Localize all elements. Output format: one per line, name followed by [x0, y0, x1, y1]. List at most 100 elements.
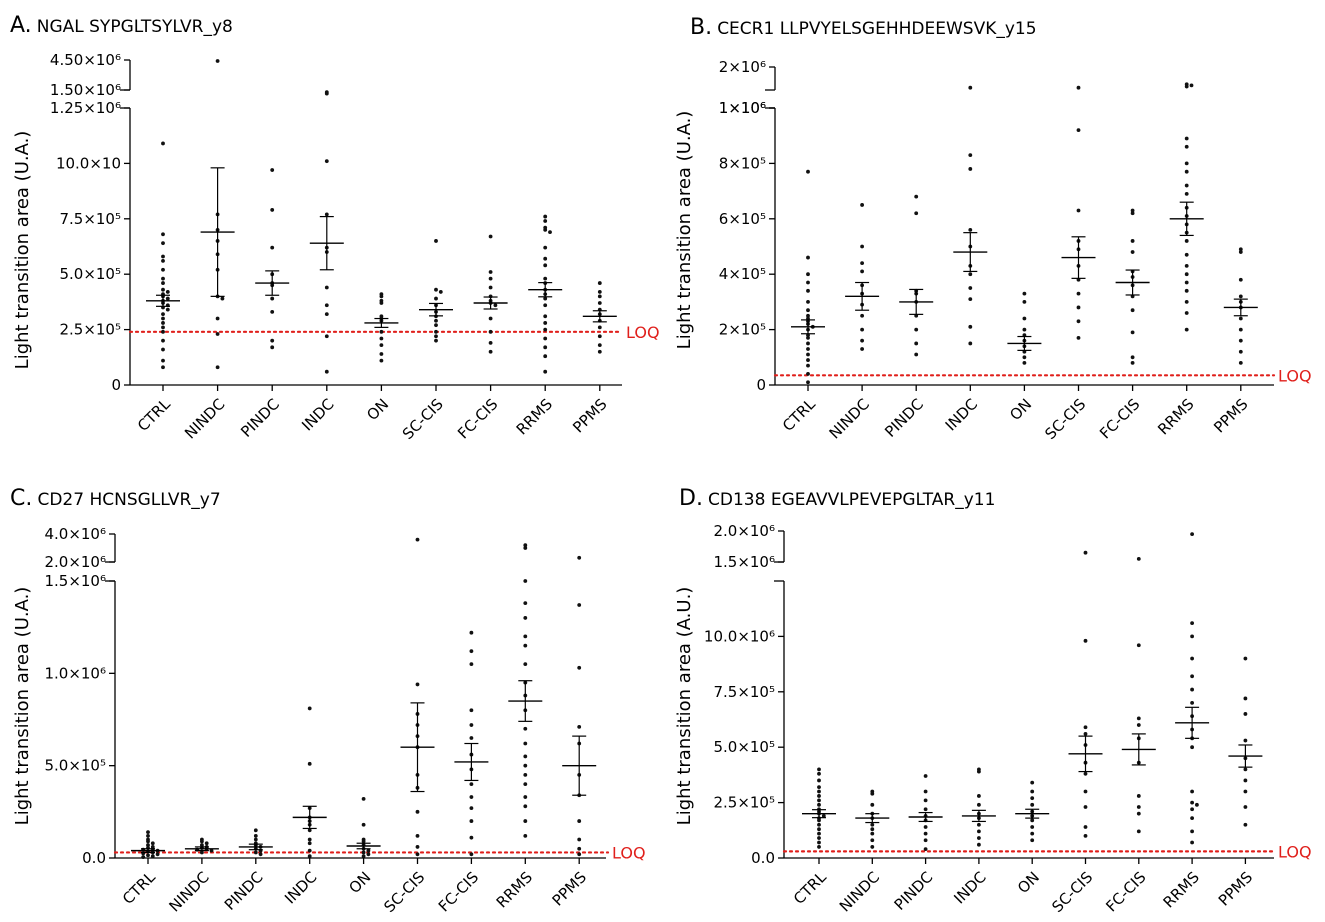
data-point	[415, 809, 420, 814]
data-point	[324, 334, 329, 339]
data-point	[324, 212, 329, 217]
x-tick-label: INDC	[950, 868, 989, 907]
data-point	[1076, 85, 1081, 90]
y-tick-label: 1.0×10⁶	[44, 664, 106, 682]
data-point	[806, 380, 810, 385]
data-point	[253, 833, 258, 838]
data-point	[817, 767, 821, 772]
data-point	[488, 340, 493, 345]
data-point	[1243, 738, 1248, 743]
y-tick-label: 8×10⁵	[719, 154, 766, 172]
data-point	[1243, 767, 1248, 772]
data-point	[548, 230, 552, 234]
data-point	[1076, 128, 1081, 133]
data-point	[1130, 360, 1135, 365]
data-point	[1190, 700, 1194, 705]
data-point	[146, 833, 150, 838]
data-point	[923, 774, 928, 778]
data-point	[806, 300, 810, 304]
data-point	[914, 211, 919, 216]
data-point	[253, 837, 258, 842]
data-point	[1190, 674, 1194, 679]
data-point	[324, 159, 329, 164]
data-point	[1190, 840, 1194, 845]
data-point	[977, 822, 981, 827]
data-point	[1083, 825, 1088, 829]
data-point	[1022, 291, 1027, 296]
data-point	[914, 194, 919, 199]
x-tick-label: PINDC	[881, 395, 927, 441]
y-tick-label: 5.0×10⁵	[59, 265, 121, 283]
data-point	[1136, 794, 1141, 798]
data-point	[434, 296, 438, 301]
data-point	[379, 358, 384, 363]
data-point	[977, 842, 981, 847]
data-point	[361, 850, 366, 855]
data-point	[415, 833, 420, 838]
data-point	[161, 281, 165, 285]
data-point	[1083, 725, 1088, 730]
x-tick-label: CTRL	[134, 395, 174, 435]
data-point	[968, 297, 973, 302]
data-point	[1184, 263, 1189, 268]
chart-panel-c: C. CD27 HCNSGLLVR_y7 0.0 5.0×10⁵ 1.0×10⁶ 1.…	[0, 461, 662, 922]
data-point	[806, 288, 810, 293]
x-tick-label: NINDC	[165, 868, 212, 915]
data-point	[469, 630, 474, 635]
data-point	[215, 316, 220, 321]
data-point	[1189, 83, 1194, 88]
data-point	[161, 254, 165, 259]
x-tick-label: PPMS	[1210, 395, 1251, 436]
data-point	[968, 272, 973, 277]
panel-letter: D.	[679, 486, 703, 511]
data-point	[1238, 360, 1243, 365]
x-tick-label: PPMS	[549, 868, 590, 909]
data-point	[543, 327, 548, 332]
data-point	[543, 227, 548, 232]
data-point	[923, 847, 928, 852]
x-tick-label: ON	[1006, 395, 1035, 424]
data-point	[577, 846, 582, 851]
chart-svg: 0.0 2.5×10⁵ 5.0×10⁵ 7.5×10⁵ 10.0×10⁶ 1.5×10⁶ 2…	[674, 522, 1312, 916]
data-point	[860, 269, 864, 274]
chart-panel-d: D. CD138 EGEAVVLPEVEPGLTAR_y11 0.0 2.5×10…	[662, 461, 1325, 922]
data-point	[914, 327, 919, 332]
data-point	[860, 327, 864, 332]
data-point	[434, 287, 438, 292]
data-point	[324, 285, 329, 290]
data-point	[977, 836, 981, 840]
data-point	[821, 813, 826, 818]
data-point	[1130, 250, 1135, 254]
data-point	[860, 338, 864, 343]
data-point	[200, 839, 204, 844]
data-point	[488, 234, 493, 239]
data-point	[597, 325, 602, 330]
data-point	[817, 802, 821, 807]
data-point	[161, 312, 165, 316]
data-point	[1022, 360, 1027, 365]
data-point	[1243, 712, 1248, 716]
data-point	[307, 841, 312, 846]
data-point	[146, 853, 150, 858]
x-tick-label: RRMS	[513, 395, 556, 438]
x-tick-label: FC-CIS	[1102, 868, 1149, 915]
y-tick-label: 1×10⁶	[719, 99, 766, 117]
data-point	[860, 261, 864, 266]
data-point	[577, 555, 582, 560]
data-point	[806, 341, 810, 346]
data-point	[379, 294, 384, 299]
data-point	[597, 301, 602, 305]
data-point	[1238, 247, 1243, 252]
data-point	[1243, 822, 1248, 827]
data-point	[1076, 319, 1081, 324]
data-point	[1022, 327, 1027, 332]
y-tick-label: 10.0×10⁶	[704, 627, 775, 645]
data-point	[977, 829, 981, 834]
data-point	[817, 845, 821, 849]
y-tick-label: 4.0×10⁶	[44, 525, 106, 543]
y-tick-label: 2×10⁶	[719, 58, 766, 76]
data-point	[434, 329, 438, 334]
data-point	[817, 831, 821, 836]
data-point	[488, 329, 493, 334]
data-point	[597, 343, 602, 348]
